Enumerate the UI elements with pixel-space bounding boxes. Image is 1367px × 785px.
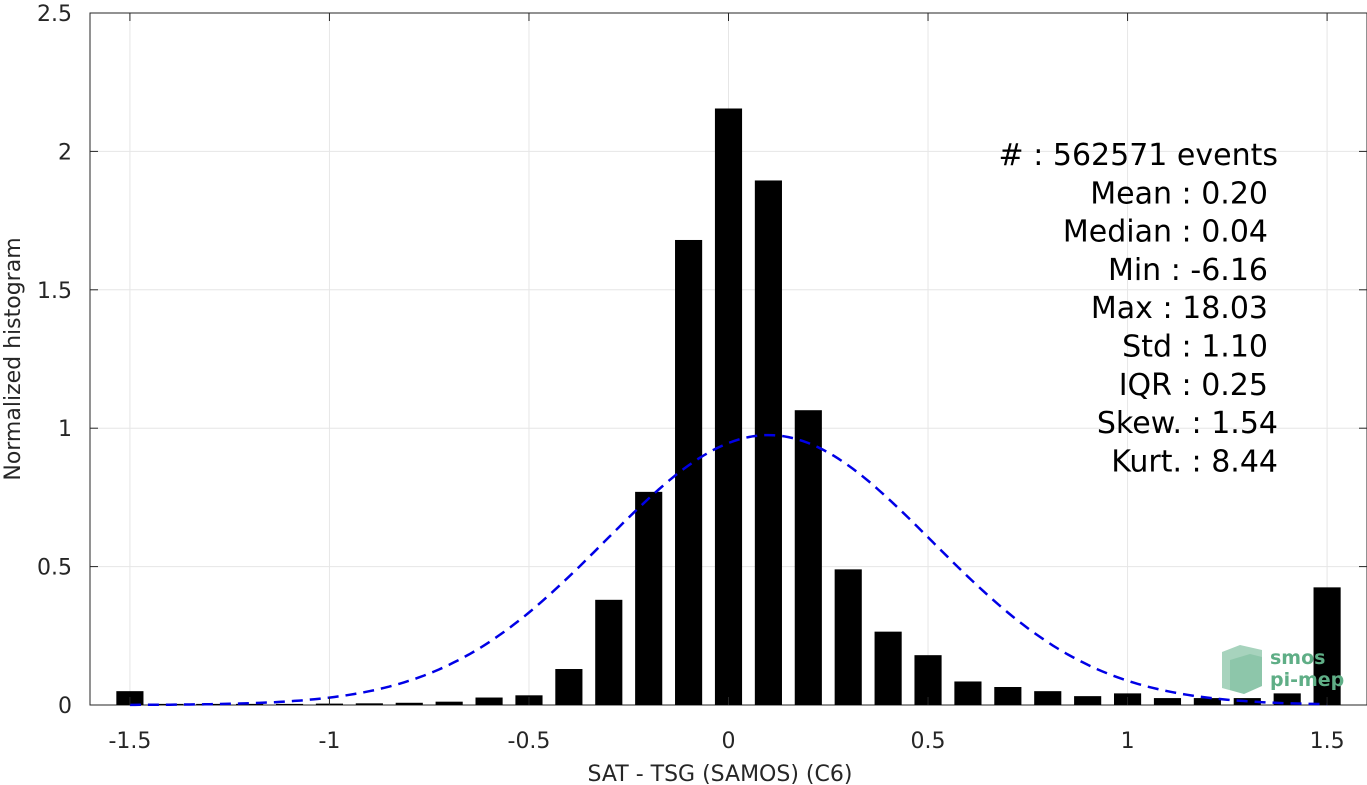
y-tick-label-1: 0.5 [37, 556, 72, 581]
stat-line-3: Min : -6.16 [1108, 253, 1268, 288]
y-tick-label-0: 0 [58, 694, 72, 719]
stat-line-1: Mean : 0.20 [1090, 176, 1268, 211]
x-tick-label-3: 0 [722, 729, 736, 754]
histogram-bar-12 [595, 599, 623, 705]
histogram-bar-9 [475, 697, 503, 705]
histogram-bar-3 [236, 703, 264, 705]
histogram-bar-19 [874, 631, 902, 705]
logo-emblem-shade-icon [1230, 654, 1262, 694]
histogram-bar-26 [1153, 698, 1182, 705]
x-tick-label-4: 0.5 [911, 729, 946, 754]
histogram-bar-16 [754, 180, 782, 706]
x-tick-label-2: -0.5 [508, 729, 551, 754]
histogram-bar-7 [395, 702, 423, 705]
x-tick-label-1: -1 [318, 729, 340, 754]
histogram-bar-15 [714, 108, 743, 706]
histogram-bar-23 [1034, 691, 1062, 705]
histogram-bar-30 [1313, 587, 1341, 705]
y-tick-label-3: 1.5 [37, 279, 72, 304]
logo-emblem-icon [1222, 645, 1262, 694]
histogram-bar-29 [1273, 693, 1301, 705]
x-tick-label-0: -1.5 [108, 729, 151, 754]
histogram-bar-13 [635, 491, 663, 705]
y-axis-label: Normalized histogram [1, 237, 26, 480]
x-axis-label: SAT - TSG (SAMOS) (C6) [588, 762, 853, 785]
histogram-bar-11 [555, 669, 583, 705]
histogram-bar-21 [954, 681, 982, 705]
stat-line-2: Median : 0.04 [1063, 215, 1268, 250]
histogram-bar-27 [1193, 698, 1221, 705]
stat-line-4: Max : 18.03 [1091, 291, 1268, 326]
stat-line-6: IQR : 0.25 [1119, 368, 1268, 403]
histogram-bar-22 [994, 687, 1022, 705]
stat-line-5: Std : 1.10 [1122, 330, 1268, 365]
histogram-bar-14 [675, 239, 703, 705]
stat-line-0: # : 562571 events [999, 138, 1278, 173]
x-axis-ticks: -1.5 -1 -0.5 0 0.5 1 1.5 [108, 13, 1345, 754]
histogram-bars [116, 108, 1341, 706]
stat-line-7: Skew. : 1.54 [1097, 406, 1278, 441]
histogram-bar-4 [275, 703, 304, 705]
histogram-bar-24 [1074, 696, 1102, 705]
histogram-bar-8 [435, 701, 463, 705]
smos-pimep-logo: smos pi-mep [1222, 645, 1344, 694]
y-axis-ticks: 0 0.5 1 1.5 2 2.5 [37, 2, 1367, 719]
histogram-bar-6 [355, 703, 383, 705]
y-tick-label-4: 2 [58, 140, 72, 165]
x-tick-label-6: 1.5 [1310, 729, 1345, 754]
logo-line-2: pi-mep [1270, 669, 1344, 691]
y-tick-label-2: 1 [58, 417, 72, 442]
histogram-bar-17 [794, 410, 822, 705]
stat-line-8: Kurt. : 8.44 [1111, 444, 1278, 479]
histogram-bar-20 [914, 655, 942, 705]
histogram-bar-18 [834, 569, 862, 705]
y-tick-label-5: 2.5 [37, 2, 72, 27]
x-tick-label-5: 1 [1121, 729, 1135, 754]
logo-line-1: smos [1270, 647, 1325, 669]
